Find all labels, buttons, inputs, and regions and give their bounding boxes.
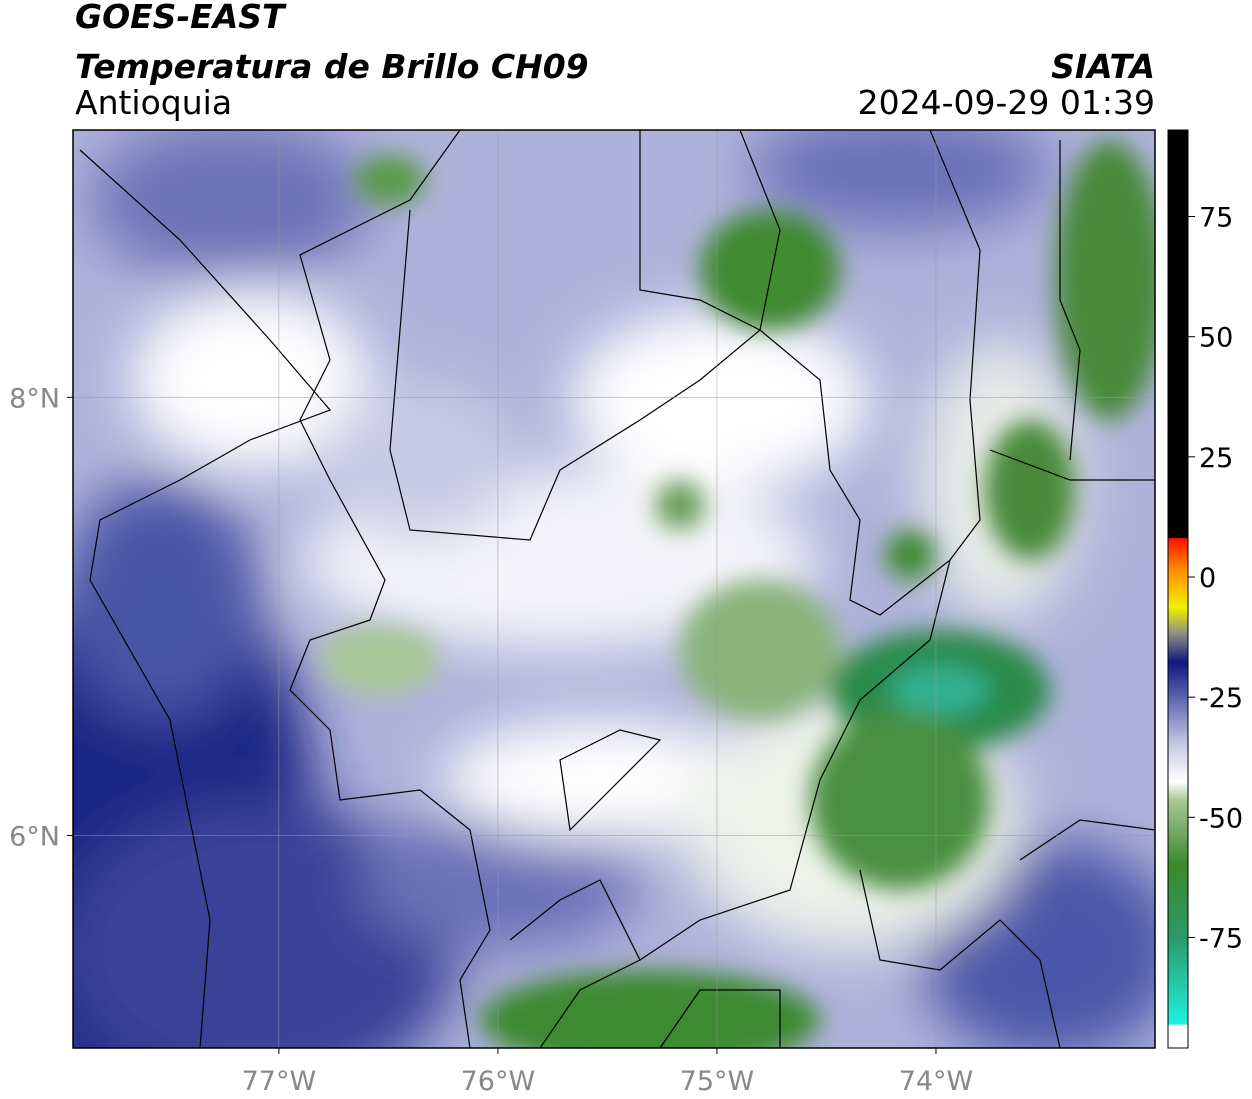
satellite-title: GOES-EAST [75,0,287,36]
product-title: Temperatura de Brillo CH09 [75,47,589,86]
satellite-image [73,130,1155,1048]
colorbar-tick-label: 50 [1199,323,1233,354]
axes: 77°W 76°W 75°W 74°W 8°N 6°N [9,130,1155,1097]
region-title: Antioquia [75,83,232,122]
colorbar-tick-label: -25 [1199,683,1243,714]
x-tick-label: 75°W [680,1066,755,1097]
y-tick-label: 6°N [9,821,60,852]
x-tick-label: 74°W [899,1066,974,1097]
colorbar [1167,129,1189,1049]
colorbar-tick-label: 0 [1199,563,1216,594]
colorbar-tick-label: -75 [1199,923,1243,954]
map-frame [72,129,1156,1049]
source-label: SIATA [1051,47,1155,86]
x-tick-label: 76°W [461,1066,536,1097]
datetime-label: 2024-09-29 01:39 [858,83,1155,122]
colorbar-tick-label: 75 [1199,203,1233,234]
y-tick-label: 8°N [9,383,60,414]
boundaries [79,130,1155,1048]
colorbar-tick-label: -50 [1199,803,1243,834]
x-tick-label: 77°W [242,1066,317,1097]
colorbar-tick-label: 25 [1199,443,1233,474]
